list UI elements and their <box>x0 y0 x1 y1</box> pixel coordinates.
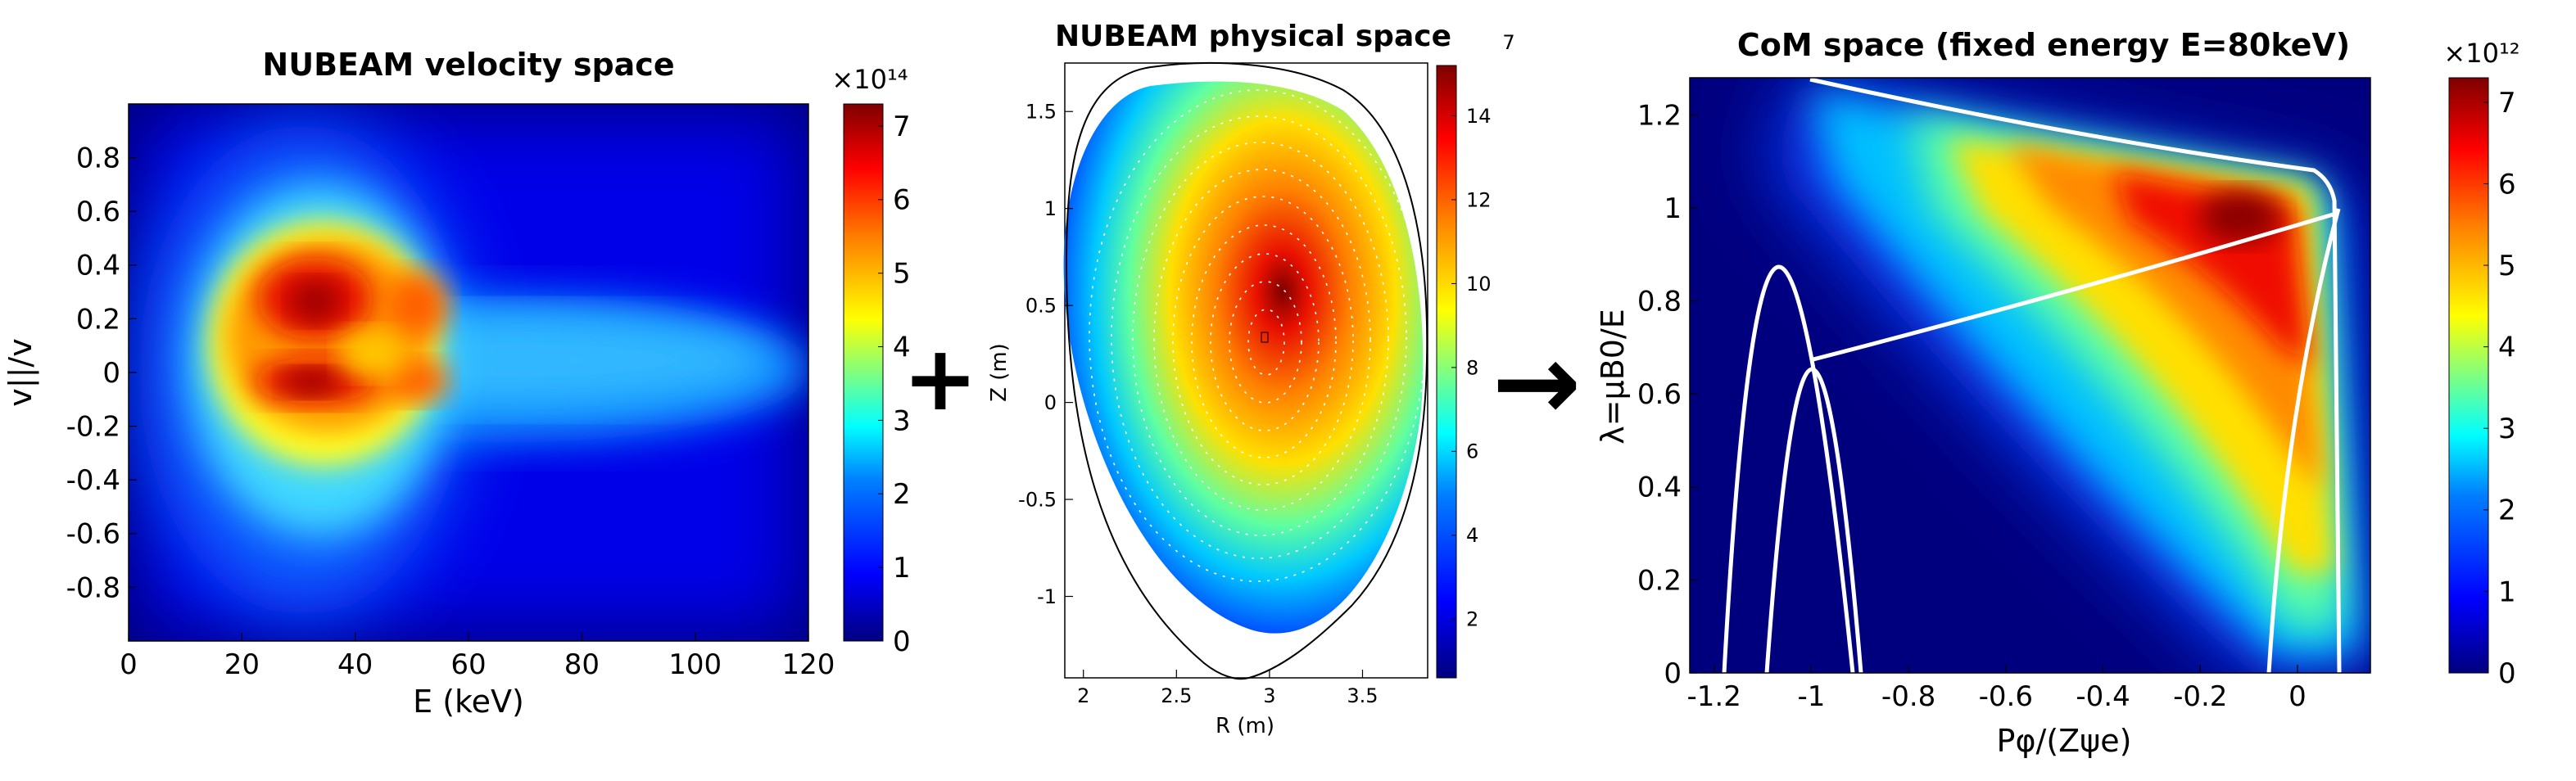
y-tick-label: 0 <box>102 357 120 390</box>
panel3-colorbar-ticks: 0 1 2 3 4 5 6 7 <box>2483 87 2516 690</box>
colorbar-tick-label: 6 <box>1466 440 1478 463</box>
panel1-ylabel: v||/v <box>2 338 39 406</box>
panel1-y-ticks: -0.8 -0.6 -0.4 -0.2 0 0.2 0.4 0.6 0.8 <box>66 142 137 604</box>
panel2-colorbar-ticks: 2 4 6 8 10 12 14 <box>1451 105 1492 631</box>
arrow-operator: → <box>1492 320 1582 445</box>
y-tick-label: 1.5 <box>1025 101 1057 124</box>
panel-velocity-space: NUBEAM velocity space 0 20 40 60 80 100 120 -0… <box>2 47 911 720</box>
panel2-colorbar <box>1436 65 1457 679</box>
panel2-xlabel: R (m) <box>1216 714 1274 738</box>
panel-physical-space: NUBEAM physical space 7 2 2.5 3 3.5 -1 -0.5 0… <box>987 20 1515 738</box>
colorbar-tick-label: 4 <box>893 331 911 363</box>
colorbar-tick-label: 0 <box>2498 657 2516 690</box>
panel1-heatmap <box>129 104 808 641</box>
colorbar-tick-label: 1 <box>2498 576 2516 608</box>
flux-surfaces <box>1089 89 1426 582</box>
first-wall-boundary <box>1065 62 1428 680</box>
colorbar-tick-label: 7 <box>2498 87 2516 120</box>
panel3-colorbar <box>2448 77 2489 674</box>
panel-com-space: CoM space (fixed energy E=80keV) -1.2 -1-… <box>1595 27 2520 759</box>
panel2-colorbar-exponent: 7 <box>1502 31 1514 54</box>
panel2-y-ticks: -1 -0.5 0 0.5 1 1.5 <box>1018 101 1073 608</box>
x-tick-label: 120 <box>782 648 835 681</box>
colorbar-tick-label: 4 <box>1466 524 1478 547</box>
panel1-colorbar <box>843 103 884 642</box>
panel1-colorbar-ticks: 0 1 2 3 4 5 6 7 <box>878 111 911 658</box>
colorbar-tick-label: 14 <box>1466 105 1492 128</box>
colorbar-tick-label: 6 <box>2498 168 2516 201</box>
panel3-y-ticks: 0 0.2 0.4 0.6 0.8 1 1.2 <box>1637 99 1698 690</box>
colorbar-tick-label: 2 <box>893 478 911 511</box>
colorbar-tick-label: 5 <box>893 258 911 291</box>
panel1-xlabel: E (keV) <box>413 684 524 720</box>
x-tick-label: 0 <box>2289 680 2307 713</box>
x-tick-label: -1.2 <box>1687 680 1741 713</box>
y-tick-label: -0.8 <box>66 571 120 604</box>
y-tick-label: 0.4 <box>1637 472 1682 504</box>
y-tick-label: -0.6 <box>66 518 120 551</box>
panel3-xlabel: Pφ/(Zψe) <box>1997 723 2132 759</box>
y-tick-label: -0.5 <box>1018 488 1057 511</box>
panel3-heatmap <box>1690 78 2370 673</box>
y-tick-label: 1.2 <box>1637 99 1682 132</box>
colorbar-tick-label: 10 <box>1466 273 1492 296</box>
colorbar-tick-label: 2 <box>1466 608 1478 631</box>
colorbar-tick-label: 8 <box>1466 356 1478 379</box>
x-tick-label: 80 <box>564 648 600 681</box>
panel2-title: NUBEAM physical space <box>1055 20 1451 53</box>
y-tick-label: 0.2 <box>1637 564 1682 597</box>
panel2-x-ticks: 2 2.5 3 3.5 <box>1077 670 1379 707</box>
y-tick-label: 0.6 <box>76 196 120 228</box>
panel1-title: NUBEAM velocity space <box>262 47 674 83</box>
y-tick-label: -1 <box>1037 585 1057 608</box>
orbit-boundaries <box>1722 77 2342 674</box>
x-tick-label: 2.5 <box>1161 684 1192 707</box>
x-tick-label: 60 <box>450 648 486 681</box>
y-tick-label: 0.8 <box>1637 286 1682 318</box>
y-tick-label: 0 <box>1664 657 1682 690</box>
colorbar-tick-label: 1 <box>893 552 911 585</box>
panel3-ylabel: λ=μB0/E <box>1595 309 1631 445</box>
colorbar-tick-label: 6 <box>893 184 911 217</box>
colorbar-tick-label: 7 <box>893 111 911 143</box>
y-tick-label: 0.8 <box>76 142 120 175</box>
panel2-ylabel: Z (m) <box>987 343 1012 402</box>
x-tick-label: -1 <box>1797 680 1825 713</box>
y-tick-label: 0 <box>1044 391 1057 414</box>
colorbar-tick-label: 5 <box>2498 250 2516 282</box>
colorbar-tick-label: 2 <box>2498 494 2516 527</box>
panel3-x-ticks: -1.2 -1 -0.8 -0.6 -0.4 -0.2 0 <box>1687 665 2307 713</box>
x-tick-label: 3.5 <box>1347 684 1378 707</box>
x-tick-label: -0.6 <box>1979 680 2033 713</box>
x-tick-label: 0 <box>120 648 138 681</box>
panel3-colorbar-exponent: ×10¹² <box>2443 38 2519 69</box>
colorbar-tick-label: 3 <box>893 404 911 437</box>
y-tick-label: -0.2 <box>66 411 120 444</box>
colorbar-tick-label: 12 <box>1466 188 1492 211</box>
colorbar-tick-label: 3 <box>2498 413 2516 445</box>
panel3-title: CoM space (fixed energy E=80keV) <box>1737 27 2350 63</box>
x-tick-label: -0.4 <box>2076 680 2130 713</box>
y-tick-label: -0.4 <box>66 464 120 497</box>
x-tick-label: 100 <box>668 648 722 681</box>
panel1-colorbar-exponent: ×10¹⁴ <box>831 64 908 95</box>
x-tick-label: 40 <box>337 648 373 681</box>
colorbar-tick-label: 0 <box>893 625 911 658</box>
y-tick-label: 0.2 <box>76 303 120 336</box>
y-tick-label: 0.5 <box>1025 295 1057 318</box>
x-tick-label: 2 <box>1077 684 1089 707</box>
colorbar-tick-label: 4 <box>2498 332 2516 364</box>
plus-operator: + <box>903 326 978 431</box>
x-tick-label: -0.8 <box>1881 680 1935 713</box>
x-tick-label: 20 <box>224 648 260 681</box>
y-tick-label: 0.6 <box>1637 378 1682 411</box>
x-tick-label: 3 <box>1263 684 1275 707</box>
panel1-x-ticks: 0 20 40 60 80 100 120 <box>120 633 835 681</box>
y-tick-label: 1 <box>1044 197 1057 220</box>
x-tick-label: -0.2 <box>2173 680 2227 713</box>
y-tick-label: 0.4 <box>76 250 120 282</box>
y-tick-label: 1 <box>1664 192 1682 225</box>
